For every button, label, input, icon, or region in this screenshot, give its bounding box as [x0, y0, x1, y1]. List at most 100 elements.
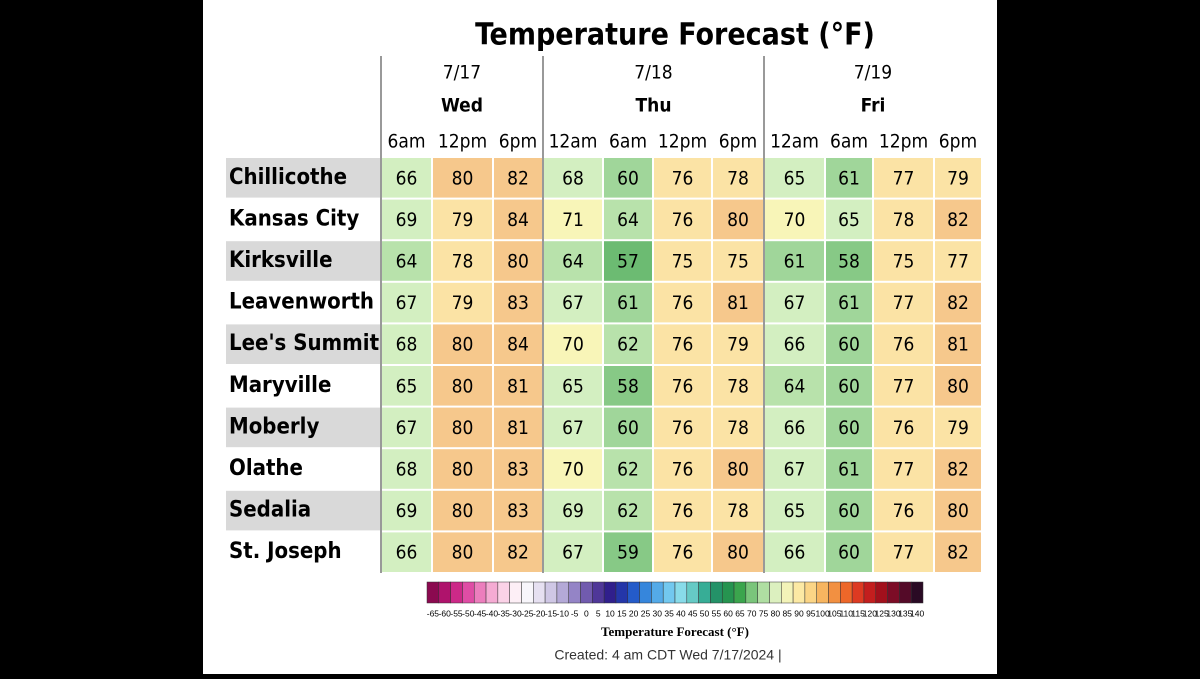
temp-cell	[494, 449, 542, 489]
city: Maryville	[229, 373, 331, 398]
legend-swatch	[568, 581, 581, 604]
temp-cell	[494, 490, 542, 531]
temp-cell	[874, 366, 933, 406]
legend-label: 55	[712, 608, 722, 618]
temp-value: 79	[727, 334, 749, 356]
temp-cell	[826, 532, 872, 572]
temp-value: 80	[452, 500, 474, 522]
legend-title: Temperature Forecast (°F)	[601, 624, 749, 639]
legend-label: -10	[557, 608, 570, 618]
temp-value: 82	[947, 209, 969, 231]
temp-cell	[826, 199, 872, 240]
city: Leavenworth	[229, 290, 374, 315]
temp-value: 81	[507, 375, 529, 397]
temp-cell	[604, 532, 652, 572]
temp-cell	[544, 407, 602, 448]
temp-value: 83	[507, 292, 529, 314]
legend-swatch	[497, 581, 510, 604]
temp-cell	[433, 490, 492, 531]
temp-value: 77	[947, 251, 969, 273]
legend-label: 75	[759, 608, 769, 618]
legend-swatch	[580, 581, 593, 604]
legend-label: 115	[851, 608, 865, 618]
legend-swatch	[485, 581, 499, 604]
temp-value: 76	[672, 459, 694, 481]
temp-value: 80	[947, 500, 969, 522]
temp-cell	[713, 324, 763, 364]
temp-value: 76	[672, 209, 694, 231]
temp-cell	[604, 241, 652, 281]
temp-value: 76	[672, 292, 694, 314]
temp-cell	[382, 199, 431, 240]
hour: 6pm	[719, 131, 757, 153]
temp-value: 62	[617, 334, 639, 356]
temp-cell	[604, 449, 652, 489]
hour: 6am	[830, 131, 868, 153]
temp-cell	[713, 241, 763, 281]
temp-cell	[713, 282, 763, 323]
temp-value: 67	[784, 459, 806, 481]
hour: 12pm	[658, 131, 707, 153]
temp-cell	[494, 407, 542, 448]
legend-swatch	[851, 581, 865, 604]
legend-label: 105	[827, 608, 841, 618]
temp-value: 76	[672, 542, 694, 564]
temp-cell	[765, 532, 824, 572]
temp-cell	[935, 490, 981, 531]
city-bg	[226, 158, 380, 198]
temp-value: 81	[727, 292, 749, 314]
temp-value: 67	[562, 542, 584, 564]
city-bg	[226, 241, 380, 281]
temp-cell	[544, 282, 602, 323]
temp-cell	[935, 199, 981, 240]
temp-cell	[935, 324, 981, 364]
temp-cell	[874, 199, 933, 240]
legend-label: 20	[629, 608, 639, 618]
temp-value: 60	[838, 417, 860, 439]
temp-value: 59	[617, 542, 639, 564]
legend-swatch	[639, 581, 652, 604]
temp-cell	[826, 366, 872, 406]
hour: 12pm	[879, 131, 928, 153]
temp-cell	[654, 282, 711, 323]
temp-cell	[826, 407, 872, 448]
temp-cell	[713, 532, 763, 572]
temp-cell	[433, 199, 492, 240]
temp-cell	[654, 324, 711, 364]
temp-value: 69	[396, 500, 418, 522]
temp-value: 70	[562, 459, 584, 481]
temp-cell	[654, 199, 711, 240]
temp-value: 83	[507, 500, 529, 522]
temp-cell	[765, 282, 824, 323]
legend-label: 140	[910, 608, 924, 618]
temp-value: 65	[784, 500, 806, 522]
temp-cell	[765, 449, 824, 489]
temp-cell	[433, 158, 492, 198]
temp-cell	[874, 158, 933, 198]
temp-value: 78	[893, 209, 915, 231]
legend-label: 100	[816, 608, 830, 618]
legend-label: -45	[474, 608, 487, 618]
temp-cell	[544, 366, 602, 406]
temp-cell	[874, 407, 933, 448]
legend-swatch	[509, 581, 522, 604]
temp-value: 68	[396, 334, 418, 356]
temp-cell	[494, 282, 542, 323]
legend-label: -60	[439, 608, 452, 618]
temp-value: 65	[838, 209, 860, 231]
temp-value: 66	[396, 167, 418, 189]
temp-value: 66	[396, 542, 418, 564]
temp-cell	[654, 490, 711, 531]
legend-label: 60	[723, 608, 733, 618]
temp-value: 75	[727, 251, 749, 273]
temp-value: 65	[562, 375, 584, 397]
title: Temperature Forecast (°F)	[475, 18, 875, 53]
temp-value: 60	[838, 500, 860, 522]
temp-value: 67	[562, 417, 584, 439]
temp-value: 78	[452, 251, 474, 273]
weekday: Fri	[861, 95, 886, 117]
legend-swatch	[757, 581, 770, 604]
legend-swatch	[721, 581, 735, 604]
temp-value: 82	[507, 542, 529, 564]
